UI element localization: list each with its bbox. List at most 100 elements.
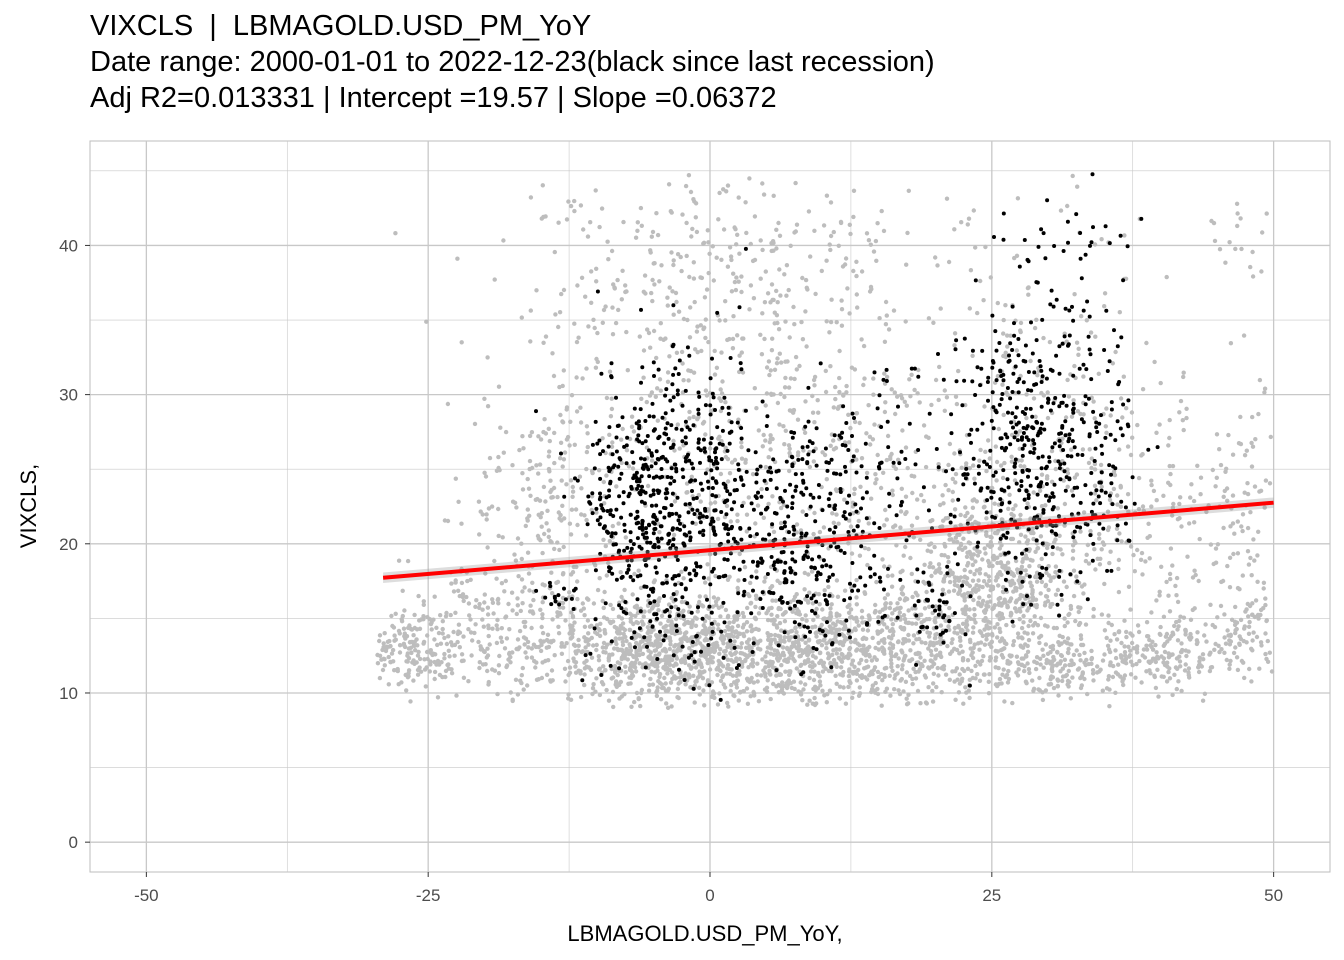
scatter-point: [1068, 606, 1074, 611]
scatter-point: [1141, 647, 1147, 652]
scatter-point: [1192, 568, 1197, 573]
scatter-point: [558, 412, 563, 418]
scatter-point: [763, 659, 769, 665]
scatter-point: [721, 227, 727, 232]
scatter-point: [762, 336, 767, 342]
scatter-point: [927, 564, 932, 570]
scatter-point: [718, 471, 724, 477]
scatter-point: [977, 595, 982, 600]
scatter-point: [889, 654, 894, 659]
scatter-point: [711, 278, 716, 283]
scatter-point: [841, 633, 846, 638]
scatter-point: [1029, 530, 1034, 536]
scatter-point: [1247, 619, 1252, 625]
scatter-point: [739, 350, 744, 355]
scatter-point: [1051, 575, 1057, 580]
scatter-point: [383, 648, 389, 654]
scatter-point: [889, 661, 894, 666]
scatter-point: [842, 638, 847, 643]
scatter-point: [746, 495, 751, 500]
scatter-point: [569, 507, 575, 512]
scatter-point: [983, 615, 988, 621]
scatter-point: [1200, 698, 1206, 703]
scatter-point: [871, 667, 877, 673]
scatter-point: [601, 615, 607, 620]
scatter-point: [918, 537, 923, 542]
scatter-point: [434, 625, 439, 630]
scatter-point: [838, 672, 843, 677]
scatter-point: [655, 634, 660, 640]
scatter-point: [1065, 636, 1071, 641]
scatter-point: [1094, 498, 1099, 503]
scatter-point: [633, 235, 639, 240]
scatter-point: [754, 406, 759, 411]
scatter-point: [510, 463, 515, 468]
scatter-point: [1050, 551, 1055, 557]
scatter-point: [560, 600, 566, 606]
scatter-point: [1089, 657, 1094, 662]
scatter-point: [514, 611, 519, 617]
scatter-point: [708, 501, 713, 506]
scatter-point: [795, 417, 801, 422]
scatter-point: [1161, 493, 1166, 498]
scatter-point: [810, 393, 815, 399]
scatter-point: [1113, 648, 1118, 653]
scatter-point: [835, 594, 841, 599]
scatter-point: [1028, 557, 1033, 563]
scatter-point: [988, 588, 993, 593]
scatter-point: [732, 279, 738, 285]
scatter-point: [977, 678, 983, 683]
scatter-point: [1129, 640, 1135, 646]
scatter-point: [1119, 655, 1124, 660]
scatter-point: [435, 658, 441, 664]
scatter-point: [950, 489, 955, 495]
scatter-point: [737, 251, 742, 256]
scatter-point: [1069, 488, 1075, 493]
scatter-point: [1038, 513, 1043, 518]
scatter-point: [601, 664, 606, 669]
scatter-point: [600, 320, 605, 325]
scatter-point: [1126, 584, 1132, 589]
scatter-point: [593, 563, 598, 568]
scatter-point: [1091, 399, 1096, 404]
scatter-point: [936, 397, 941, 403]
scatter-point: [588, 651, 593, 656]
scatter-point: [691, 276, 697, 281]
scatter-point: [656, 367, 661, 372]
scatter-point: [619, 606, 624, 611]
scatter-point: [976, 521, 981, 526]
scatter-point: [560, 572, 566, 577]
scatter-point: [564, 217, 570, 222]
scatter-point: [531, 597, 536, 603]
scatter-point: [609, 406, 615, 412]
scatter-point: [1175, 627, 1180, 632]
scatter-point: [764, 365, 770, 370]
scatter-point: [548, 478, 553, 483]
scatter-point: [416, 593, 421, 599]
scatter-point: [681, 608, 686, 613]
scatter-point: [1183, 662, 1188, 667]
scatter-point: [1008, 613, 1013, 618]
scatter-point: [1055, 683, 1061, 689]
scatter-point: [533, 665, 538, 670]
scatter-point: [600, 645, 605, 650]
scatter-point: [515, 647, 521, 652]
scatter-point: [842, 497, 847, 502]
scatter-point: [722, 628, 728, 634]
scatter-point: [892, 653, 898, 659]
scatter-point: [1218, 603, 1224, 609]
scatter-point: [669, 704, 674, 709]
scatter-point: [564, 405, 570, 410]
scatter-point: [1210, 467, 1216, 473]
scatter-point: [848, 524, 854, 529]
scatter-point: [822, 452, 828, 458]
scatter-point: [457, 645, 462, 650]
scatter-point: [1256, 411, 1261, 417]
scatter-point: [539, 624, 544, 630]
scatter-point: [1065, 377, 1070, 383]
scatter-point: [674, 350, 680, 355]
scatter-point: [799, 319, 804, 325]
scatter-point: [1171, 632, 1176, 637]
scatter-point: [862, 376, 867, 381]
scatter-point: [547, 438, 552, 444]
